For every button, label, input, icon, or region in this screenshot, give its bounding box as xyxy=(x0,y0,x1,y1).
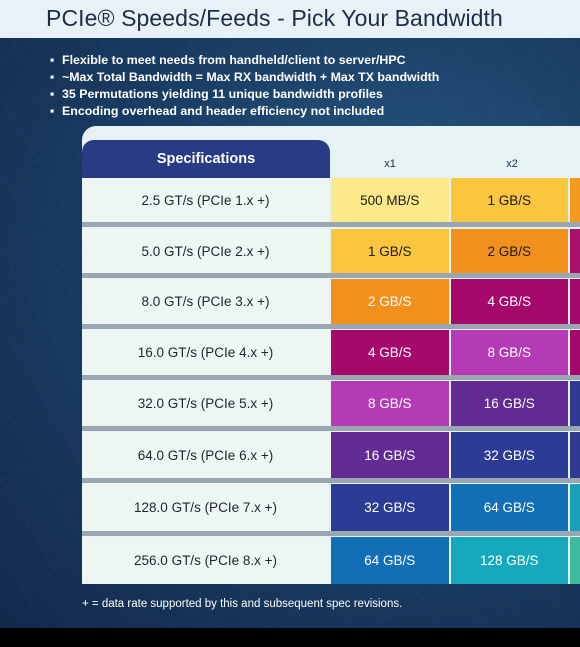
table-row: 16.0 GT/s (PCIe 4.x +) 4 GB/S 8 GB/S xyxy=(82,330,580,375)
bandwidth-cell-x4-edge xyxy=(570,484,580,531)
bandwidth-cell-x1: 2 GB/S xyxy=(331,279,449,324)
spec-label: 5.0 GT/s (PCIe 2.x +) xyxy=(82,229,329,273)
bandwidth-cell-x2: 2 GB/S xyxy=(450,229,569,273)
bandwidth-cell-x1: 8 GB/S xyxy=(331,381,449,426)
bullet-item: ▪ Encoding overhead and header efficiency… xyxy=(50,104,385,118)
row-separator xyxy=(82,222,580,227)
table-row: 32.0 GT/s (PCIe 5.x +) 8 GB/S 16 GB/S xyxy=(82,381,580,426)
bandwidth-cell-x2: 64 GB/S xyxy=(450,484,569,531)
bullet-text: 35 Permutations yielding 11 unique bandw… xyxy=(62,87,383,101)
bandwidth-cell-x1: 1 GB/S xyxy=(331,229,449,273)
row-separator xyxy=(82,324,580,329)
bandwidth-cell-x1: 4 GB/S xyxy=(331,330,449,375)
bandwidth-cell-x1: 16 GB/S xyxy=(331,432,449,478)
bandwidth-cell-x1: 64 GB/S xyxy=(331,537,449,584)
table-row: 256.0 GT/s (PCIe 8.x +) 64 GB/S 128 GB/S xyxy=(82,537,580,584)
page-title: PCIe® Speeds/Feeds - Pick Your Bandwidth xyxy=(46,5,503,31)
title-bar: PCIe® Speeds/Feeds - Pick Your Bandwidth xyxy=(0,0,580,38)
bandwidth-cell-x1: 32 GB/S xyxy=(331,484,449,531)
bandwidth-cell-x4-edge xyxy=(570,537,580,584)
bottom-band xyxy=(0,628,580,647)
row-separator xyxy=(82,375,580,380)
bullet-text: Flexible to meet needs from handheld/cli… xyxy=(62,53,406,67)
bandwidth-cell-x2: 32 GB/S xyxy=(450,432,569,478)
bandwidth-cell-x4-edge xyxy=(570,229,580,273)
spec-label: 8.0 GT/s (PCIe 3.x +) xyxy=(82,279,329,324)
row-separator xyxy=(82,478,580,483)
bandwidth-cell-x2: 16 GB/S xyxy=(450,381,569,426)
bandwidth-cell-x4-edge xyxy=(570,178,580,222)
table-row: 8.0 GT/s (PCIe 3.x +) 2 GB/S 4 GB/S xyxy=(82,279,580,324)
bullet-text: ~Max Total Bandwidth = Max RX bandwidth … xyxy=(62,70,440,84)
spec-label: 256.0 GT/s (PCIe 8.x +) xyxy=(82,537,329,584)
bandwidth-cell-x4-edge xyxy=(570,432,580,478)
bullet-item: ▪ ~Max Total Bandwidth = Max RX bandwidth… xyxy=(50,70,440,84)
table-row: 2.5 GT/s (PCIe 1.x +) 500 MB/S 1 GB/S xyxy=(82,178,580,222)
table-row: 64.0 GT/s (PCIe 6.x +) 16 GB/S 32 GB/S xyxy=(82,432,580,478)
table-row: 128.0 GT/s (PCIe 7.x +) 32 GB/S 64 GB/S xyxy=(82,484,580,531)
bandwidth-cell-x4-edge xyxy=(570,330,580,375)
specifications-header: Specifications xyxy=(82,140,330,178)
row-separator xyxy=(82,426,580,431)
spec-label: 16.0 GT/s (PCIe 4.x +) xyxy=(82,330,329,375)
bandwidth-cell-x2: 1 GB/S xyxy=(450,178,569,222)
bandwidth-cell-x2: 8 GB/S xyxy=(450,330,569,375)
slide-background: PCIe® Speeds/Feeds - Pick Your Bandwidth… xyxy=(0,0,580,628)
spec-label: 32.0 GT/s (PCIe 5.x +) xyxy=(82,381,329,426)
footnote: + = data rate supported by this and subs… xyxy=(82,598,403,610)
column-header-x2: x2 xyxy=(506,158,518,170)
row-separator xyxy=(82,273,580,278)
bullet-item: ▪ 35 Permutations yielding 11 unique band… xyxy=(50,87,383,101)
bandwidth-cell-x4-edge xyxy=(570,279,580,324)
spec-label: 128.0 GT/s (PCIe 7.x +) xyxy=(82,484,329,531)
bandwidth-cell-x2: 4 GB/S xyxy=(450,279,569,324)
spec-label: 2.5 GT/s (PCIe 1.x +) xyxy=(82,178,329,222)
spec-label: 64.0 GT/s (PCIe 6.x +) xyxy=(82,432,329,478)
bandwidth-cell-x2: 128 GB/S xyxy=(450,537,569,584)
bandwidth-cell-x1: 500 MB/S xyxy=(331,178,449,222)
bullet-list: ▪ Flexible to meet needs from handheld/cl… xyxy=(50,52,439,120)
bullet-item: ▪ Flexible to meet needs from handheld/cl… xyxy=(50,53,406,67)
bullet-text: Encoding overhead and header efficiency … xyxy=(62,104,385,118)
bandwidth-cell-x4-edge xyxy=(570,381,580,426)
column-header-x1: x1 xyxy=(384,158,396,170)
row-separator xyxy=(82,531,580,536)
table-row: 5.0 GT/s (PCIe 2.x +) 1 GB/S 2 GB/S xyxy=(82,229,580,273)
